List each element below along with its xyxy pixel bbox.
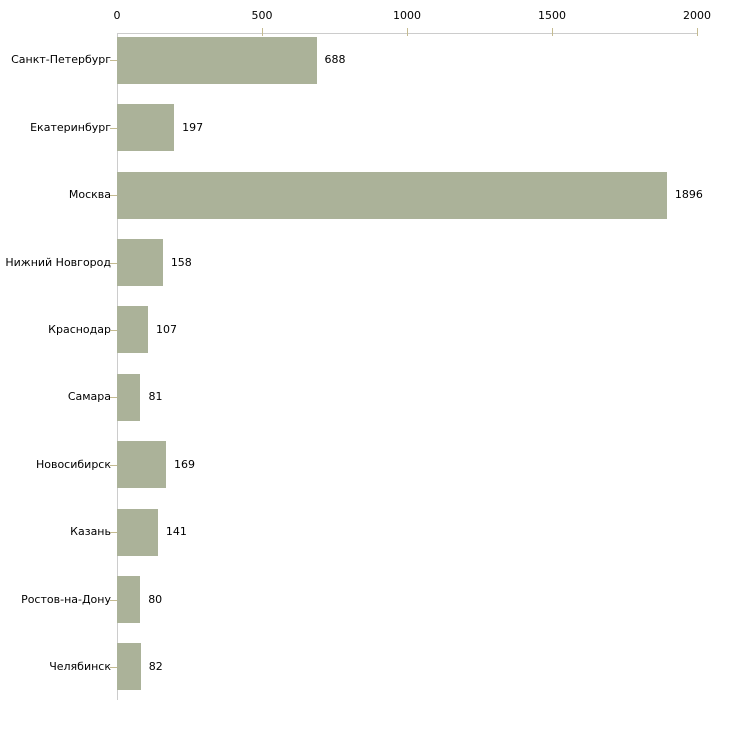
- bar-value-label: 107: [156, 322, 178, 336]
- x-tick-mark: [697, 28, 698, 36]
- bar: [117, 239, 163, 286]
- bar-value-label: 82: [148, 659, 163, 673]
- category-label: Казань: [70, 525, 111, 539]
- bar: [117, 171, 667, 219]
- bar: [117, 576, 141, 623]
- x-tick-label: 1000: [393, 9, 421, 22]
- y-axis-line: [117, 33, 118, 700]
- x-tick-mark: [407, 28, 408, 36]
- category-tick-mark: [110, 397, 117, 399]
- category-tick-mark: [110, 532, 117, 534]
- category-label: Нижний Новгород: [5, 255, 111, 269]
- x-tick-label: 1500: [538, 9, 566, 22]
- bar-value-label: 141: [165, 525, 187, 539]
- x-tick-label: 0: [113, 9, 121, 22]
- category-label: Санкт-Петербург: [11, 53, 111, 67]
- category-label: Новосибирск: [35, 457, 111, 471]
- category-label: Екатеринбург: [30, 120, 111, 134]
- bar-value-label: 81: [148, 390, 163, 404]
- bar: [117, 104, 175, 152]
- x-tick-label: 2000: [683, 9, 711, 22]
- category-label: Краснодар: [48, 322, 111, 336]
- bar: [117, 441, 166, 489]
- x-tick-mark: [552, 28, 553, 36]
- bar: [117, 508, 158, 556]
- bar: [117, 643, 141, 691]
- category-label: Ростов-на-Дону: [21, 592, 111, 606]
- category-label: Челябинск: [49, 659, 111, 673]
- bar-value-label: 688: [324, 53, 346, 67]
- x-tick-mark: [262, 28, 263, 36]
- category-tick-mark: [110, 599, 117, 601]
- bar-value-label: 158: [170, 255, 192, 269]
- category-tick-mark: [110, 464, 117, 466]
- category-tick-mark: [110, 262, 117, 264]
- category-tick-mark: [110, 60, 117, 62]
- x-tick-label: 500: [251, 9, 273, 22]
- category-label: Москва: [68, 188, 111, 202]
- bar: [117, 373, 141, 421]
- bar-value-label: 197: [182, 120, 204, 134]
- bar-value-label: 80: [148, 592, 163, 606]
- category-tick-mark: [110, 329, 117, 331]
- bar: [117, 36, 317, 84]
- category-tick-mark: [110, 195, 117, 197]
- category-tick-mark: [110, 666, 117, 668]
- bar: [117, 306, 149, 354]
- category-label: Самара: [67, 390, 111, 404]
- bar-value-label: 1896: [674, 188, 703, 202]
- category-tick-mark: [110, 127, 117, 129]
- bar-value-label: 169: [174, 457, 195, 471]
